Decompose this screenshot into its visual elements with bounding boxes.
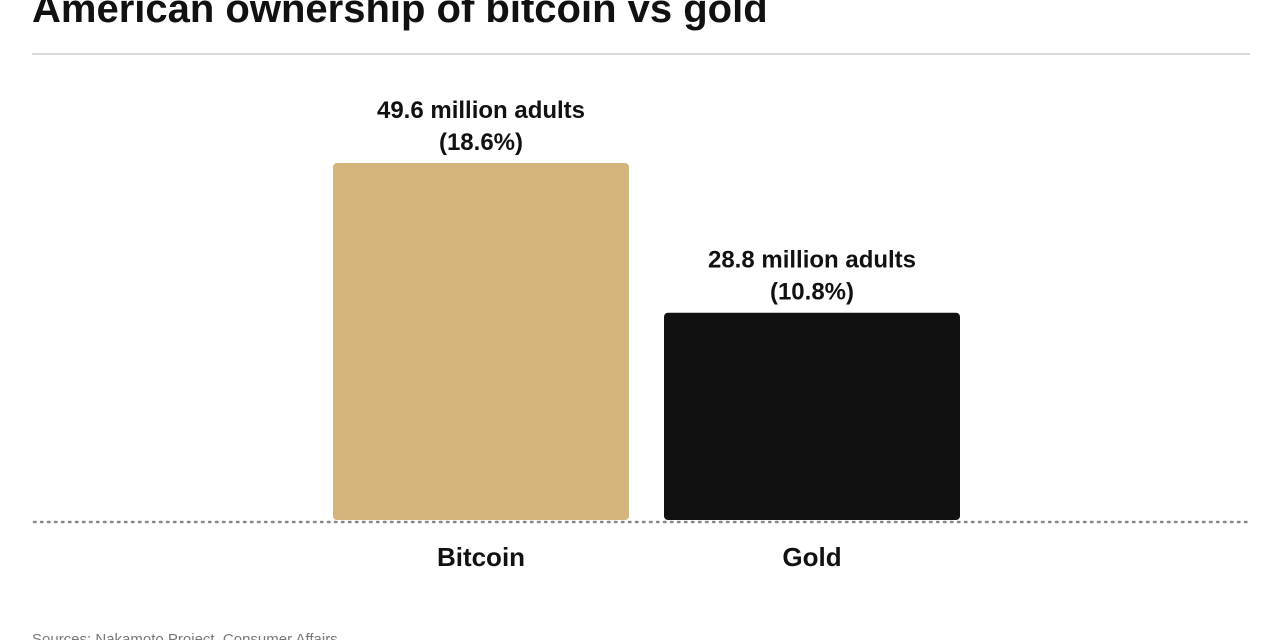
- percent-label: (18.6%): [439, 129, 523, 156]
- percent-label: (10.8%): [770, 279, 854, 306]
- value-label: 28.8 million adults: [708, 247, 916, 274]
- x-tick-label: Bitcoin: [437, 542, 525, 572]
- bar: [664, 312, 960, 520]
- x-tick-label: Gold: [782, 542, 841, 572]
- chart-title: American ownership of bitcoin vs gold: [32, 0, 768, 31]
- source-note: Sources: Nakamoto Project, Consumer Affa…: [32, 631, 338, 640]
- value-label: 49.6 million adults: [377, 97, 585, 124]
- bar: [333, 163, 629, 520]
